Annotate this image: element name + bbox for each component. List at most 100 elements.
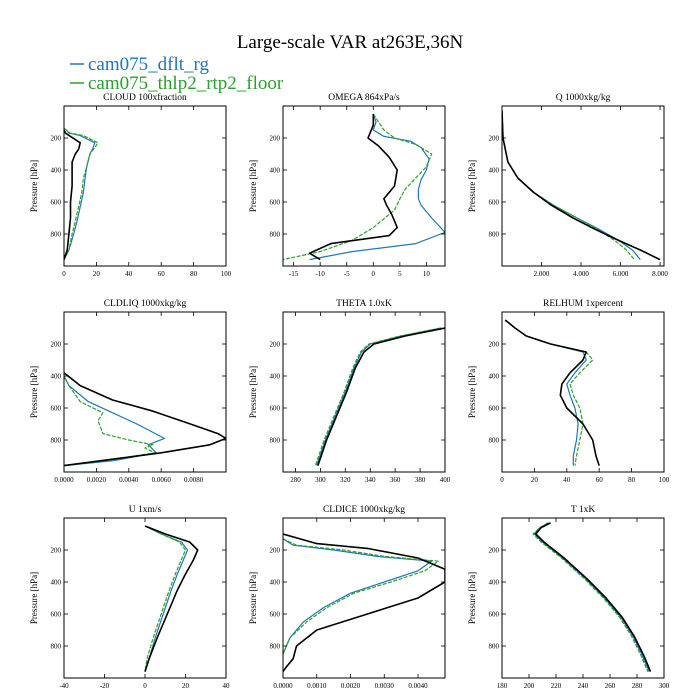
series-group [314, 327, 445, 466]
x-tick-label: 2.000 [534, 270, 550, 278]
x-tick-label: 340 [365, 476, 376, 484]
panel-title: RELHUM 1xpercent [543, 299, 623, 309]
x-tick-label: 360 [390, 476, 401, 484]
y-tick-label: 600 [51, 611, 62, 619]
x-tick-label: 40 [223, 682, 231, 690]
y-tick-label: 800 [489, 643, 500, 651]
x-tick-label: 240 [578, 682, 589, 690]
y-tick-label: 800 [270, 231, 281, 239]
y-tick-label: 800 [270, 437, 281, 445]
y-tick-label: 600 [51, 405, 62, 413]
x-tick-label: 0.0020 [87, 476, 107, 484]
y-tick-label: 800 [51, 231, 62, 239]
series-line-1 [64, 375, 156, 467]
plot-frame [501, 517, 665, 679]
y-tick-label: 200 [489, 341, 500, 349]
figure-title: Large-scale VAR at263E,36N [237, 32, 464, 53]
y-tick-label: 400 [51, 373, 62, 381]
series-line-2 [283, 533, 445, 673]
series-line-0 [144, 525, 189, 672]
x-tick-label: 0 [143, 682, 147, 690]
y-tick-label: 400 [270, 579, 281, 587]
y-tick-label: 800 [489, 437, 500, 445]
y-tick-label: 200 [489, 547, 500, 555]
x-tick-label: 80 [628, 476, 636, 484]
y-tick-label: 600 [51, 199, 62, 207]
y-tick-label: 600 [489, 611, 500, 619]
y-tick-label: 600 [270, 611, 281, 619]
y-tick-label: 200 [270, 341, 281, 349]
x-tick-label: 0.0020 [341, 682, 361, 690]
legend-label-floor: cam075_thlp2_rtp2_floor [88, 73, 284, 94]
y-tick-label: 400 [489, 167, 500, 175]
plot-frame [282, 311, 446, 473]
plot-frame [501, 311, 665, 473]
plot-frame [63, 311, 227, 473]
series-line-1 [504, 319, 594, 466]
y-tick-label: 400 [51, 579, 62, 587]
x-tick-label: 180 [497, 682, 508, 690]
x-tick-label: 320 [340, 476, 351, 484]
series-group [283, 113, 445, 261]
series-line-2 [504, 319, 600, 466]
y-tick-label: 800 [51, 643, 62, 651]
x-tick-label: 0.0080 [184, 476, 204, 484]
y-axis-label: Pressure [hPa] [467, 366, 477, 418]
series-line-0 [316, 327, 442, 466]
series-line-1 [64, 127, 99, 260]
y-axis-label: Pressure [hPa] [29, 160, 39, 212]
series-line-0 [533, 522, 650, 672]
series-group [502, 110, 661, 261]
series-line-1 [314, 327, 442, 466]
x-tick-label: 6.000 [613, 270, 629, 278]
panel-title: T 1xK [571, 505, 596, 515]
y-tick-label: 400 [489, 373, 500, 381]
x-tick-label: -10 [316, 270, 326, 278]
x-tick-label: 100 [221, 270, 232, 278]
y-axis-label: Pressure [hPa] [29, 366, 39, 418]
series-group [64, 127, 99, 260]
x-tick-label: -15 [289, 270, 299, 278]
panel-3: CLDLIQ 1000xkg/kg Pressure [hPa] 200 400 600… [29, 299, 227, 484]
y-tick-label: 800 [51, 437, 62, 445]
x-tick-label: 20 [531, 476, 539, 484]
series-line-0 [64, 127, 96, 260]
y-axis-label: Pressure [hPa] [248, 572, 258, 624]
x-tick-label: 0 [62, 270, 66, 278]
x-tick-label: 280 [290, 476, 301, 484]
panel-title: U 1xm/s [129, 505, 162, 515]
x-tick-label: 0 [372, 270, 376, 278]
x-tick-label: 0.0040 [408, 682, 428, 690]
plot-frame [63, 517, 227, 679]
series-group [144, 525, 199, 672]
x-tick-label: 0.0060 [152, 476, 172, 484]
series-line-0 [283, 538, 433, 655]
y-axis-label: Pressure [hPa] [29, 572, 39, 624]
series-group [532, 522, 652, 672]
series-line-2 [144, 525, 199, 672]
x-tick-label: 60 [158, 270, 166, 278]
series-line-2 [308, 114, 399, 261]
plot-frame [282, 517, 446, 679]
x-tick-label: 80 [190, 270, 198, 278]
y-tick-label: 200 [270, 547, 281, 555]
panel-title: OMEGA 864xPa/s [328, 93, 400, 103]
series-line-2 [64, 372, 226, 467]
x-tick-label: 40 [125, 270, 133, 278]
y-tick-label: 400 [51, 167, 62, 175]
y-tick-label: 600 [489, 405, 500, 413]
x-tick-label: 40 [563, 476, 571, 484]
series-line-2 [64, 129, 81, 260]
x-tick-label: 0.0040 [119, 476, 139, 484]
y-axis-label: Pressure [hPa] [467, 572, 477, 624]
series-line-1 [502, 110, 635, 260]
y-tick-label: 600 [489, 199, 500, 207]
x-tick-label: 60 [596, 476, 604, 484]
y-axis-label: Pressure [hPa] [248, 160, 258, 212]
series-line-1 [532, 522, 649, 672]
series-line-2 [502, 110, 661, 261]
series-line-2 [317, 327, 445, 466]
